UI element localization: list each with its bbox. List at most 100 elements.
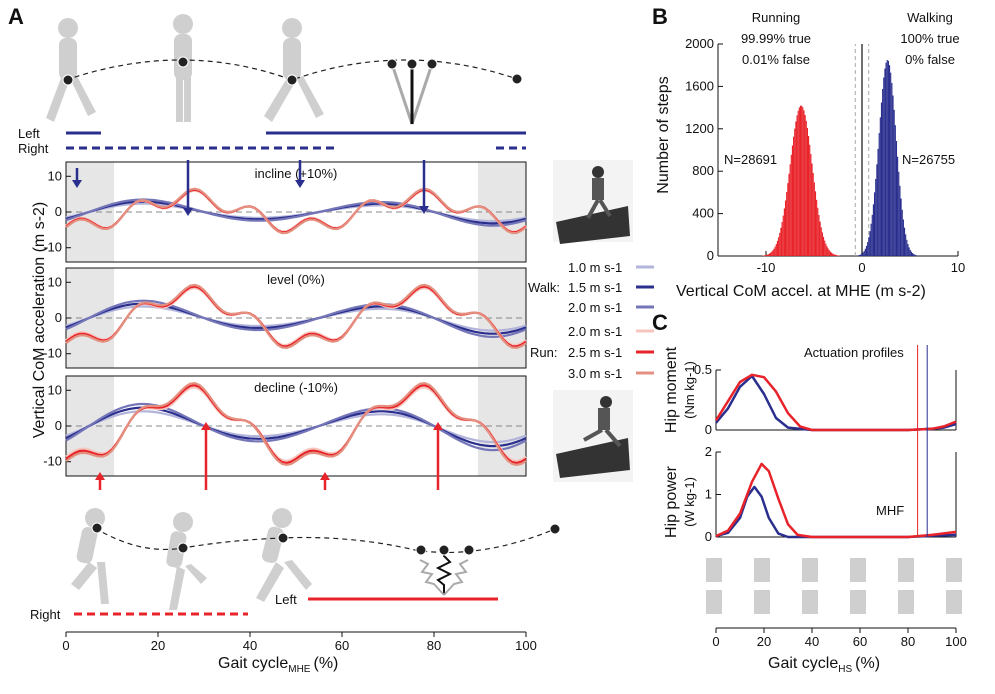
histogram-bar (891, 82, 893, 257)
x-tick-label: 80 (427, 638, 441, 653)
histogram-bar (871, 214, 873, 256)
histogram-bar (868, 237, 870, 256)
histogram-bar (883, 77, 885, 256)
y-tick-label: 0 (55, 204, 62, 219)
histogram-bar (776, 240, 779, 256)
histogram-bar (903, 227, 906, 256)
x-tick-label: 0 (858, 260, 865, 275)
run-curve (65, 283, 527, 350)
histogram-bar (899, 185, 901, 256)
histogram-bar (908, 247, 910, 256)
histogram-bar (805, 120, 807, 256)
histogram-bar (834, 254, 836, 256)
histogram-bar (797, 110, 799, 257)
y-tick-label: 0.5 (694, 362, 712, 377)
run-speed-3: 3.0 m s-1 (568, 366, 622, 381)
histogram-bar (885, 62, 887, 257)
histogram-bar (867, 242, 869, 256)
mhe-arrowhead (201, 422, 211, 430)
histogram-bar (877, 148, 879, 256)
walk-legend-title: Walk: (528, 280, 560, 295)
actuation-curve-run (715, 462, 957, 539)
histogram-bar (897, 156, 899, 256)
histogram-bar (768, 253, 770, 256)
y-tick-label: 1600 (685, 78, 714, 93)
histogram-bar (814, 191, 817, 256)
histogram-bar (765, 255, 767, 256)
y-tick-label: 2 (705, 444, 712, 459)
panel-c-ylabel-bottom-unit: (W kg-1) (682, 477, 697, 527)
actuation-curve-run (714, 373, 957, 432)
histogram-bar (857, 255, 860, 256)
histogram-bar (879, 117, 881, 256)
histogram-bar (778, 237, 780, 256)
histogram-bar (826, 246, 828, 256)
histogram-bar (915, 255, 917, 256)
walk-speed-2: 1.5 m s-1 (568, 280, 622, 295)
speed-legend: 1.0 m s-1 1.5 m s-1 2.0 m s-1 Walk: 2.0 … (528, 260, 654, 381)
histogram-bar (767, 254, 769, 256)
histogram-bar (892, 95, 894, 256)
histogram-bar (869, 231, 871, 256)
y-tick-label: 800 (692, 163, 714, 178)
histogram-bar (764, 255, 766, 256)
histogram-bar (820, 227, 822, 256)
mhe-arrowhead (419, 206, 429, 214)
treadmill-walk-photo (553, 160, 633, 244)
histogram-bar (810, 154, 812, 256)
histogram-bar (772, 250, 774, 256)
y-tick-label: 1200 (685, 121, 714, 136)
walking-figures (46, 14, 324, 122)
histogram-bar (880, 102, 883, 256)
histogram-bar (862, 252, 864, 256)
legend-right-label: Right (18, 141, 49, 156)
x-tick-label: 0 (712, 634, 719, 649)
mhe-arrowhead (433, 422, 443, 430)
histogram-bar (861, 253, 863, 256)
histogram-bar (818, 215, 820, 256)
histogram-bar (783, 208, 785, 256)
histogram-bar (913, 254, 915, 256)
histogram-bar (789, 164, 791, 256)
walk-curve (65, 410, 527, 444)
histogram-bar (817, 207, 819, 256)
histogram-bar (773, 248, 775, 256)
x-tick-label: 40 (243, 638, 257, 653)
histogram-bar (804, 114, 806, 257)
y-tick-label: 10 (48, 168, 62, 183)
histogram-bar (864, 248, 866, 256)
mhe-arrowhead (72, 180, 82, 188)
panel-b-histogram: 0 400 800 1200 1600 2000 -10 0 10 (685, 36, 965, 275)
histogram-bar (801, 105, 803, 257)
y-tick-label: 0 (705, 529, 712, 544)
condition-label: decline (-10%) (254, 380, 338, 395)
histogram-bar (901, 209, 903, 256)
histogram-bar (791, 145, 794, 256)
panel-c-ylabel-top-unit: (Nm kg-1) (682, 361, 697, 419)
panel-a-label: A (8, 4, 24, 29)
histogram-bar (803, 110, 805, 256)
run-curve (65, 187, 527, 235)
y-tick-label: 10 (48, 274, 62, 289)
panel-c-label: C (652, 310, 668, 335)
histogram-bar (775, 243, 777, 256)
y-tick-label: 0 (55, 418, 62, 433)
x-tick-label: 60 (853, 634, 867, 649)
running-title: Running (752, 10, 800, 25)
walk-curve (65, 299, 527, 339)
histogram-bar (895, 141, 898, 256)
histogram-bar (812, 173, 814, 256)
histogram-bar (819, 221, 821, 256)
run-curve (65, 285, 527, 348)
histogram-bar (813, 182, 815, 256)
run-speed-2: 2.5 m s-1 (568, 345, 622, 360)
running-false: 0.01% false (742, 52, 810, 67)
y-tick-label: 10 (48, 382, 62, 397)
histogram-bar (829, 251, 832, 256)
panel-b-ylabel: Number of steps (655, 76, 672, 193)
panel-b-xlabel: Vertical CoM accel. at MHE (m s-2) (676, 283, 926, 300)
histogram-bar (806, 128, 808, 256)
walking-title: Walking (907, 10, 953, 25)
histogram-bar (781, 222, 783, 256)
